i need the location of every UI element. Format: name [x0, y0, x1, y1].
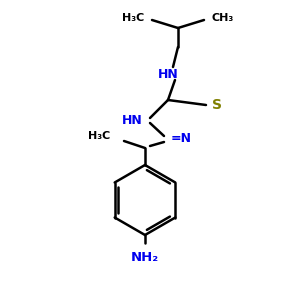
Text: S: S: [212, 98, 222, 112]
Text: NH₂: NH₂: [131, 251, 159, 264]
Text: H₃C: H₃C: [122, 13, 144, 23]
Text: H₃C: H₃C: [88, 131, 110, 141]
Text: CH₃: CH₃: [212, 13, 234, 23]
Text: HN: HN: [158, 68, 178, 82]
Text: =N: =N: [171, 133, 192, 146]
Text: HN: HN: [122, 113, 143, 127]
